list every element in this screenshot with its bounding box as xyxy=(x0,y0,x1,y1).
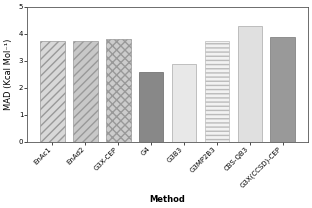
Bar xyxy=(237,26,262,142)
Bar xyxy=(271,37,295,142)
Bar xyxy=(73,41,98,142)
Bar xyxy=(106,38,131,142)
X-axis label: Method: Method xyxy=(150,195,186,204)
Y-axis label: MAD (Kcal Mol⁻¹): MAD (Kcal Mol⁻¹) xyxy=(4,38,13,110)
Bar xyxy=(40,41,65,142)
Bar xyxy=(139,72,163,142)
Bar xyxy=(172,64,196,142)
Bar xyxy=(205,41,229,142)
